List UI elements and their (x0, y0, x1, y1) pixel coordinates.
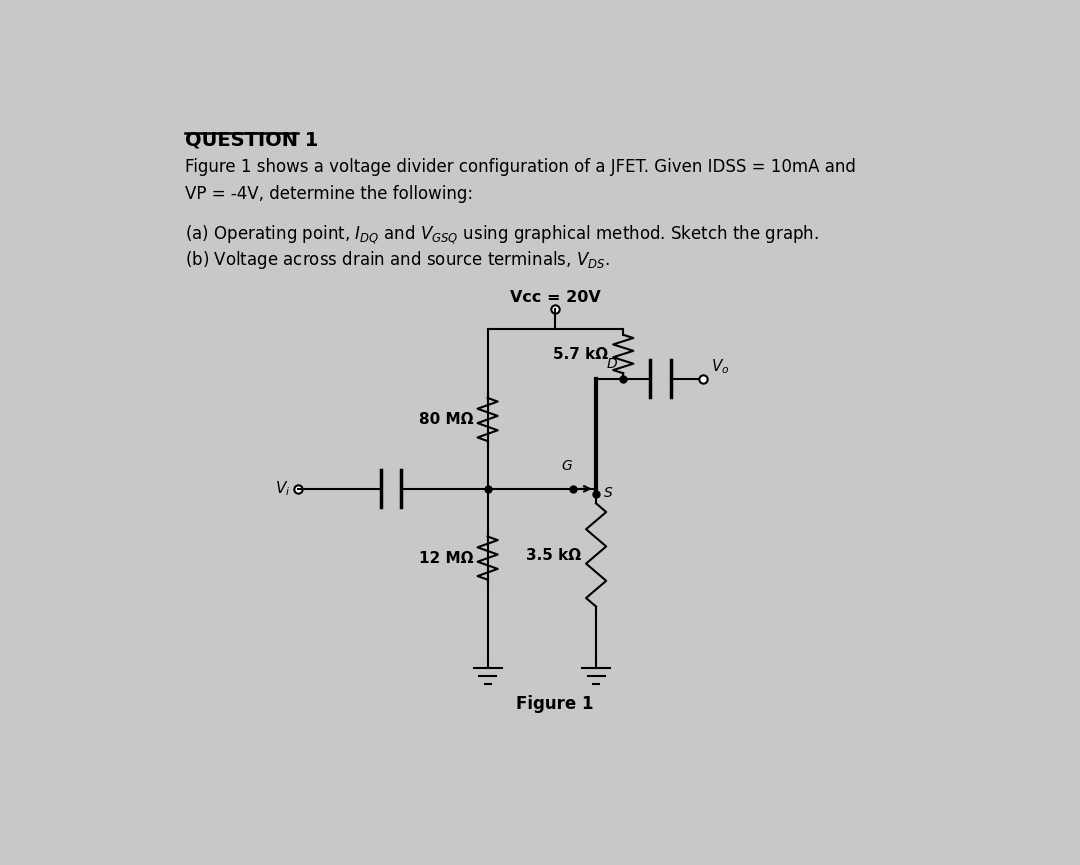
Text: (b) Voltage across drain and source terminals, $\it{V}_{DS}$.: (b) Voltage across drain and source term… (186, 249, 610, 272)
Text: Figure 1: Figure 1 (516, 695, 594, 714)
Text: 80 MΩ: 80 MΩ (419, 412, 474, 427)
Text: Figure 1 shows a voltage divider configuration of a JFET. Given IDSS = 10mA and: Figure 1 shows a voltage divider configu… (186, 157, 856, 176)
Text: 12 MΩ: 12 MΩ (419, 551, 474, 566)
Text: QUESTION 1: QUESTION 1 (186, 131, 319, 150)
Text: Vcc = 20V: Vcc = 20V (510, 290, 600, 304)
Text: D: D (607, 357, 617, 371)
Text: S: S (604, 485, 612, 500)
Text: VP = -4V, determine the following:: VP = -4V, determine the following: (186, 184, 473, 202)
Text: $\it{V_o}$: $\it{V_o}$ (711, 357, 729, 375)
Text: G: G (562, 459, 572, 473)
Text: 5.7 kΩ: 5.7 kΩ (553, 347, 608, 362)
Text: (a) Operating point, $\it{I}_{DQ}$ and $\it{V}_{GSQ}$ using graphical method. Sk: (a) Operating point, $\it{I}_{DQ}$ and $… (186, 223, 820, 246)
Text: 3.5 kΩ: 3.5 kΩ (526, 548, 581, 562)
Text: $\it{V_i}$: $\it{V_i}$ (274, 479, 291, 498)
